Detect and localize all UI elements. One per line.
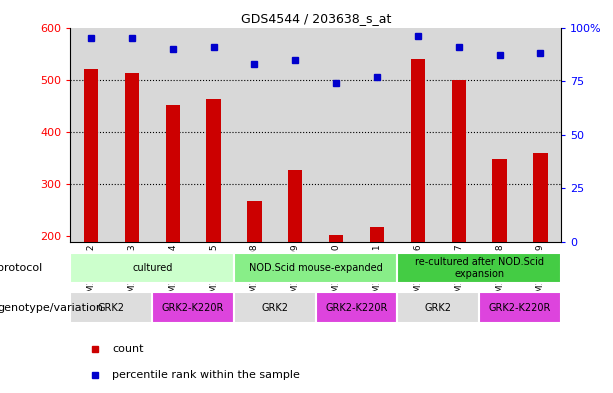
Text: genotype/variation: genotype/variation [0, 303, 103, 312]
Text: protocol: protocol [0, 263, 42, 273]
Bar [452, 80, 466, 242]
Text: re-cultured after NOD.Scid
expansion: re-cultured after NOD.Scid expansion [414, 257, 544, 279]
Bar [193, 28, 234, 242]
Bar [207, 99, 221, 242]
Bar [357, 28, 397, 242]
Bar [370, 227, 384, 242]
FancyBboxPatch shape [152, 292, 234, 323]
Bar [124, 73, 139, 242]
FancyBboxPatch shape [234, 292, 316, 323]
FancyBboxPatch shape [397, 253, 561, 283]
Bar [112, 28, 152, 242]
Text: GRK2-K220R: GRK2-K220R [162, 303, 224, 312]
Text: GRK2: GRK2 [425, 303, 452, 312]
FancyBboxPatch shape [70, 253, 234, 283]
Bar [316, 28, 357, 242]
Bar [411, 59, 425, 242]
Text: NOD.Scid mouse-expanded: NOD.Scid mouse-expanded [249, 263, 383, 273]
Bar [520, 28, 561, 242]
Bar [438, 28, 479, 242]
FancyBboxPatch shape [316, 292, 397, 323]
Bar [288, 170, 302, 242]
Text: count: count [112, 344, 143, 354]
Bar [166, 105, 180, 242]
Bar [84, 69, 98, 242]
Text: percentile rank within the sample: percentile rank within the sample [112, 370, 300, 380]
Text: cultured: cultured [132, 263, 172, 273]
Text: GRK2: GRK2 [98, 303, 125, 312]
Bar [234, 28, 275, 242]
Bar [397, 28, 438, 242]
Bar [492, 159, 507, 242]
FancyBboxPatch shape [479, 292, 561, 323]
Bar [275, 28, 316, 242]
Bar [70, 28, 112, 242]
Title: GDS4544 / 203638_s_at: GDS4544 / 203638_s_at [240, 12, 391, 25]
Bar [247, 201, 262, 242]
Bar [152, 28, 193, 242]
Bar [533, 153, 547, 242]
Text: GRK2: GRK2 [261, 303, 288, 312]
Text: GRK2-K220R: GRK2-K220R [326, 303, 388, 312]
Bar [329, 235, 343, 242]
Text: GRK2-K220R: GRK2-K220R [489, 303, 551, 312]
FancyBboxPatch shape [234, 253, 397, 283]
FancyBboxPatch shape [70, 292, 152, 323]
FancyBboxPatch shape [397, 292, 479, 323]
Bar [479, 28, 520, 242]
